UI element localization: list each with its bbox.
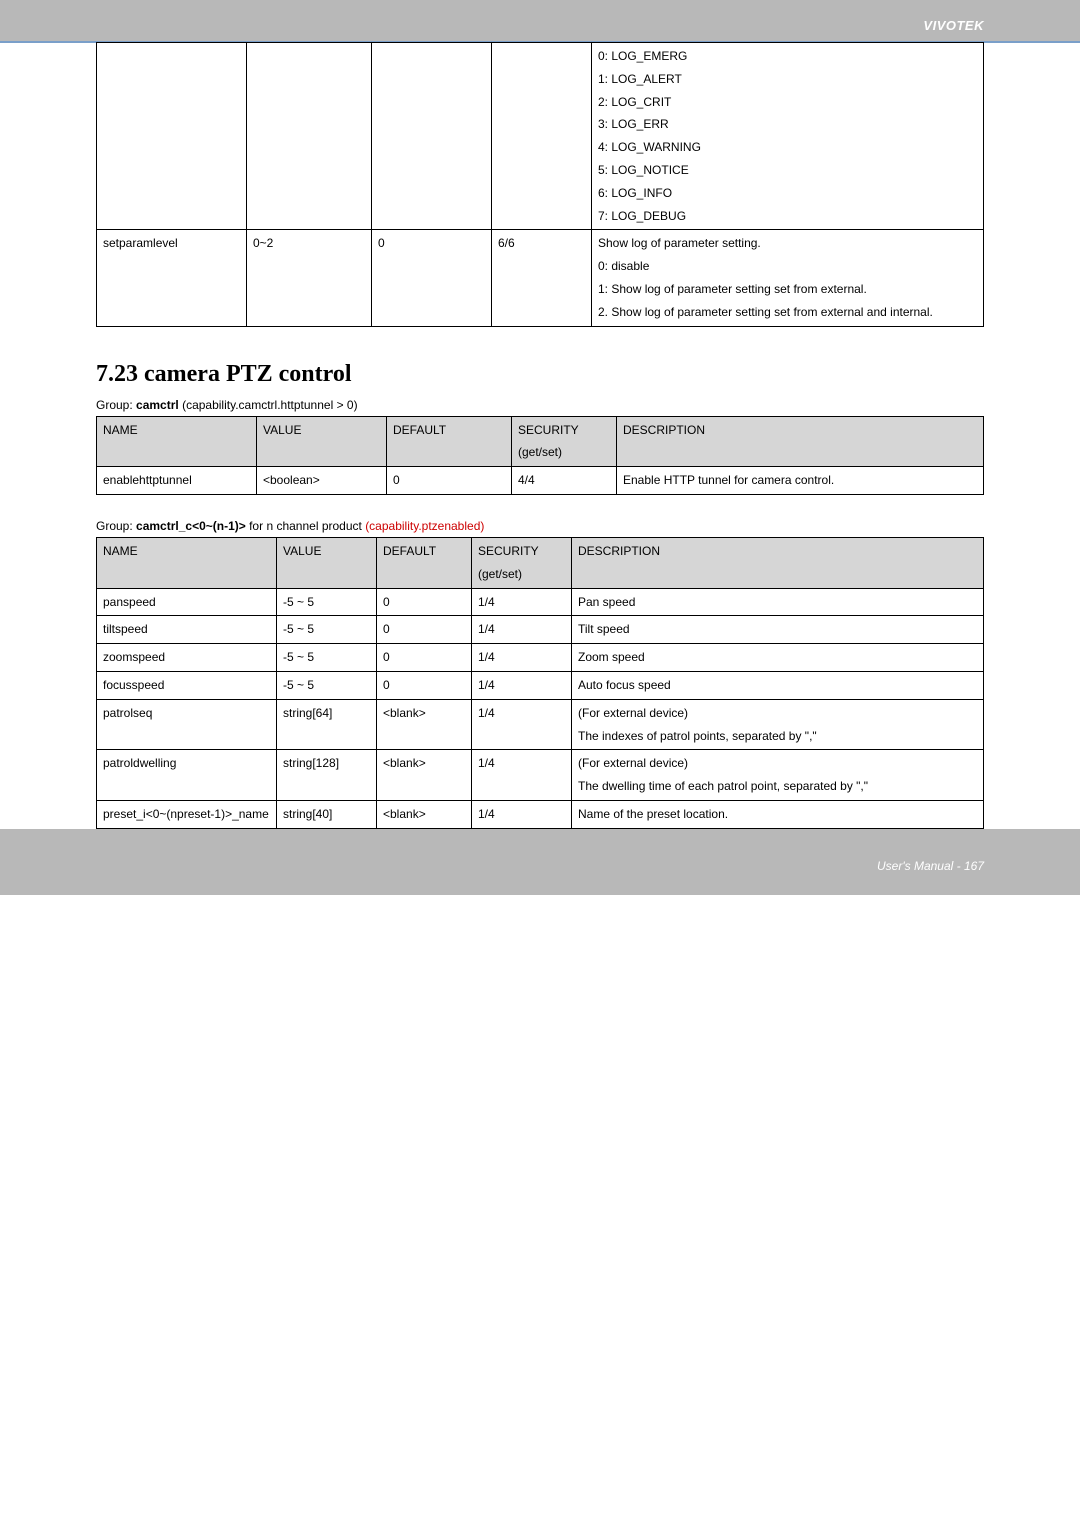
table-row: preset_i<0~(npreset-1)>_name string[40] … <box>97 800 984 828</box>
group-prefix: Group: <box>96 519 136 533</box>
cell-name: enablehttptunnel <box>97 467 257 495</box>
cell-desc: Auto focus speed <box>572 671 984 699</box>
cell-security: 1/4 <box>472 588 572 616</box>
th-value: VALUE <box>257 416 387 467</box>
cell-security <box>492 43 592 230</box>
cell-security: 1/4 <box>472 750 572 801</box>
syslog-table-body: 0: LOG_EMERG 1: LOG_ALERT 2: LOG_CRIT 3:… <box>97 43 984 327</box>
table-row: panspeed -5 ~ 5 0 1/4 Pan speed <box>97 588 984 616</box>
camctrl-c-table: NAME VALUE DEFAULT SECURITY (get/set) DE… <box>96 537 984 829</box>
cell-default: 0 <box>377 644 472 672</box>
cell-value: 0~2 <box>247 230 372 326</box>
page-container: VIVOTEK 0: LOG_EMERG 1: LOG_ALERT 2: LOG… <box>0 0 1080 895</box>
cell-desc: Pan speed <box>572 588 984 616</box>
camctrl-table: NAME VALUE DEFAULT SECURITY (get/set) DE… <box>96 416 984 495</box>
cell-value: -5 ~ 5 <box>277 644 377 672</box>
syslog-table: 0: LOG_EMERG 1: LOG_ALERT 2: LOG_CRIT 3:… <box>96 42 984 327</box>
cell-default: <blank> <box>377 800 472 828</box>
cell-name: patroldwelling <box>97 750 277 801</box>
table-header-row: NAME VALUE DEFAULT SECURITY (get/set) DE… <box>97 537 984 588</box>
cell-name: tiltspeed <box>97 616 277 644</box>
cell-security: 4/4 <box>512 467 617 495</box>
cell-name: focusspeed <box>97 671 277 699</box>
cell-value: <boolean> <box>257 467 387 495</box>
cell-security: 1/4 <box>472 800 572 828</box>
cell-default: <blank> <box>377 699 472 750</box>
table-row: tiltspeed -5 ~ 5 0 1/4 Tilt speed <box>97 616 984 644</box>
table-row: focusspeed -5 ~ 5 0 1/4 Auto focus speed <box>97 671 984 699</box>
cell-value: string[40] <box>277 800 377 828</box>
cell-name: setparamlevel <box>97 230 247 326</box>
cell-desc: 0: LOG_EMERG 1: LOG_ALERT 2: LOG_CRIT 3:… <box>592 43 984 230</box>
cell-desc: Name of the preset location. <box>572 800 984 828</box>
cell-desc: Zoom speed <box>572 644 984 672</box>
cell-value: string[64] <box>277 699 377 750</box>
table-header-row: NAME VALUE DEFAULT SECURITY (get/set) DE… <box>97 416 984 467</box>
cell-security: 1/4 <box>472 616 572 644</box>
th-default: DEFAULT <box>387 416 512 467</box>
table-row: setparamlevel 0~2 0 6/6 Show log of para… <box>97 230 984 326</box>
group-prefix: Group: <box>96 398 136 412</box>
cell-default: 0 <box>377 588 472 616</box>
cell-value: -5 ~ 5 <box>277 616 377 644</box>
th-value: VALUE <box>277 537 377 588</box>
cell-security: 1/4 <box>472 671 572 699</box>
cell-desc: Show log of parameter setting. 0: disabl… <box>592 230 984 326</box>
table-row: zoomspeed -5 ~ 5 0 1/4 Zoom speed <box>97 644 984 672</box>
footer-label: User's Manual - 167 <box>0 829 1080 895</box>
cell-value <box>247 43 372 230</box>
group-label-camctrl: Group: camctrl (capability.camctrl.httpt… <box>96 398 984 412</box>
cell-desc: (For external device) The indexes of pat… <box>572 699 984 750</box>
cell-desc: (For external device) The dwelling time … <box>572 750 984 801</box>
group-label-camctrl-c: Group: camctrl_c<0~(n-1)> for n channel … <box>96 519 984 533</box>
content-area: 0: LOG_EMERG 1: LOG_ALERT 2: LOG_CRIT 3:… <box>0 41 1080 829</box>
cell-default <box>372 43 492 230</box>
th-security: SECURITY (get/set) <box>472 537 572 588</box>
cell-default: 0 <box>377 616 472 644</box>
th-name: NAME <box>97 416 257 467</box>
th-default: DEFAULT <box>377 537 472 588</box>
cell-default: 0 <box>377 671 472 699</box>
group-mid: for n channel product <box>246 519 365 533</box>
table-row: patrolseq string[64] <blank> 1/4 (For ex… <box>97 699 984 750</box>
cell-security: 1/4 <box>472 699 572 750</box>
cell-security: 6/6 <box>492 230 592 326</box>
cell-name <box>97 43 247 230</box>
group-bold: camctrl <box>136 398 179 412</box>
table-row: enablehttptunnel <boolean> 0 4/4 Enable … <box>97 467 984 495</box>
cell-name: panspeed <box>97 588 277 616</box>
content-inner: 0: LOG_EMERG 1: LOG_ALERT 2: LOG_CRIT 3:… <box>0 42 1080 829</box>
th-security: SECURITY (get/set) <box>512 416 617 467</box>
group-suffix: (capability.camctrl.httptunnel > 0) <box>179 398 358 412</box>
th-desc: DESCRIPTION <box>617 416 984 467</box>
section-title: 7.23 camera PTZ control <box>96 361 984 388</box>
cell-desc: Enable HTTP tunnel for camera control. <box>617 467 984 495</box>
group-bold: camctrl_c<0~(n-1)> <box>136 519 246 533</box>
group-red: (capability.ptzenabled) <box>365 519 484 533</box>
cell-default: <blank> <box>377 750 472 801</box>
cell-value: string[128] <box>277 750 377 801</box>
cell-name: preset_i<0~(npreset-1)>_name <box>97 800 277 828</box>
th-desc: DESCRIPTION <box>572 537 984 588</box>
cell-name: patrolseq <box>97 699 277 750</box>
cell-value: -5 ~ 5 <box>277 588 377 616</box>
table-row: patroldwelling string[128] <blank> 1/4 (… <box>97 750 984 801</box>
cell-default: 0 <box>372 230 492 326</box>
th-name: NAME <box>97 537 277 588</box>
cell-value: -5 ~ 5 <box>277 671 377 699</box>
cell-desc: Tilt speed <box>572 616 984 644</box>
cell-default: 0 <box>387 467 512 495</box>
brand-label: VIVOTEK <box>0 0 1080 41</box>
table-row: 0: LOG_EMERG 1: LOG_ALERT 2: LOG_CRIT 3:… <box>97 43 984 230</box>
cell-name: zoomspeed <box>97 644 277 672</box>
cell-security: 1/4 <box>472 644 572 672</box>
